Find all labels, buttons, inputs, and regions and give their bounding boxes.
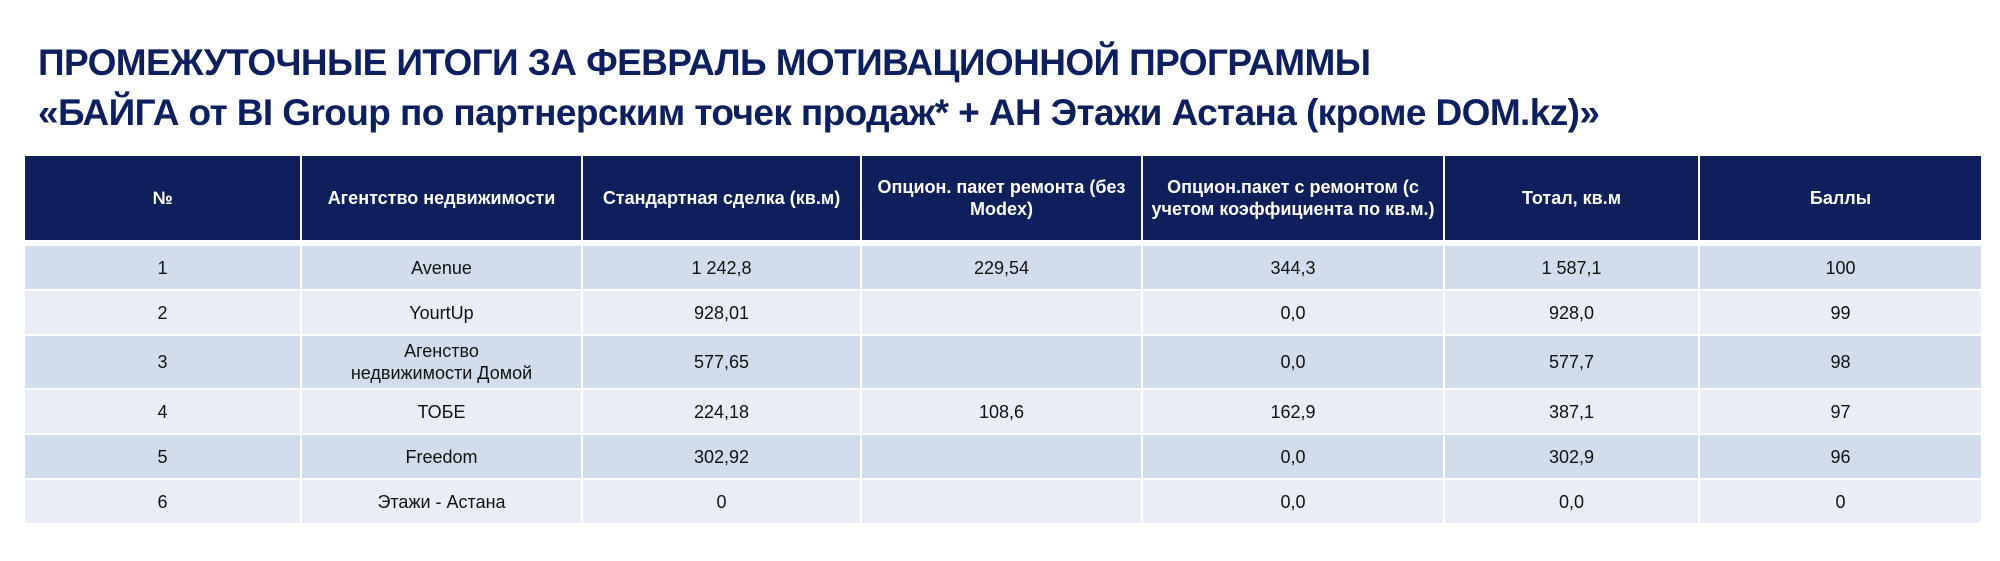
cell-option-no-repair	[862, 334, 1143, 388]
cell-agency: Avenue	[302, 240, 583, 289]
cell-points: 97	[1700, 388, 1981, 433]
cell-standard-deal: 302,92	[583, 433, 862, 478]
header-total: Тотал, кв.м	[1445, 156, 1700, 240]
cell-total: 577,7	[1445, 334, 1700, 388]
cell-agency: YourtUp	[302, 289, 583, 334]
cell-total: 928,0	[1445, 289, 1700, 334]
cell-points: 100	[1700, 240, 1981, 289]
cell-option-with-repair: 344,3	[1143, 240, 1445, 289]
cell-number: 2	[25, 289, 302, 334]
cell-standard-deal: 224,18	[583, 388, 862, 433]
cell-points: 99	[1700, 289, 1981, 334]
cell-number: 4	[25, 388, 302, 433]
table-row: 5 Freedom 302,92 0,0 302,9 96	[25, 433, 1981, 478]
cell-standard-deal: 1 242,8	[583, 240, 862, 289]
cell-agency: Этажи - Астана	[302, 478, 583, 523]
header-points: Баллы	[1700, 156, 1981, 240]
cell-points: 98	[1700, 334, 1981, 388]
cell-points: 96	[1700, 433, 1981, 478]
cell-agency: Freedom	[302, 433, 583, 478]
cell-points: 0	[1700, 478, 1981, 523]
cell-option-with-repair: 0,0	[1143, 334, 1445, 388]
table-row: 3 Агенство недвижимости Домой 577,65 0,0 577…	[25, 334, 1981, 388]
table-header-row: № Агентство недвижимости Стандартная сде…	[25, 156, 1981, 240]
cell-option-with-repair: 0,0	[1143, 289, 1445, 334]
cell-standard-deal: 928,01	[583, 289, 862, 334]
title-line-2: «БАЙГА от BI Group по партнерским точек …	[38, 92, 1600, 133]
results-table: № Агентство недвижимости Стандартная сде…	[25, 156, 1981, 523]
title-line-1: ПРОМЕЖУТОЧНЫЕ ИТОГИ ЗА ФЕВРАЛЬ МОТИВАЦИО…	[38, 42, 1371, 83]
cell-agency: Агенство недвижимости Домой	[302, 334, 583, 388]
table-row: 2 YourtUp 928,01 0,0 928,0 99	[25, 289, 1981, 334]
table-row: 4 ТОБЕ 224,18 108,6 162,9 387,1 97	[25, 388, 1981, 433]
header-standard-deal: Стандартная сделка (кв.м)	[583, 156, 862, 240]
header-agency: Агентство недвижимости	[302, 156, 583, 240]
page-title: ПРОМЕЖУТОЧНЫЕ ИТОГИ ЗА ФЕВРАЛЬ МОТИВАЦИО…	[38, 38, 1600, 138]
cell-option-with-repair: 162,9	[1143, 388, 1445, 433]
cell-standard-deal: 0	[583, 478, 862, 523]
header-option-no-repair: Опцион. пакет ремонта (без Modex)	[862, 156, 1143, 240]
cell-standard-deal: 577,65	[583, 334, 862, 388]
header-option-with-repair: Опцион.пакет с ремонтом (с учетом коэффи…	[1143, 156, 1445, 240]
cell-option-no-repair	[862, 289, 1143, 334]
cell-total: 0,0	[1445, 478, 1700, 523]
cell-total: 302,9	[1445, 433, 1700, 478]
cell-total: 387,1	[1445, 388, 1700, 433]
cell-number: 5	[25, 433, 302, 478]
cell-total: 1 587,1	[1445, 240, 1700, 289]
cell-option-no-repair	[862, 433, 1143, 478]
cell-option-no-repair	[862, 478, 1143, 523]
table-row: 1 Avenue 1 242,8 229,54 344,3 1 587,1 100	[25, 240, 1981, 289]
cell-agency: ТОБЕ	[302, 388, 583, 433]
cell-option-with-repair: 0,0	[1143, 433, 1445, 478]
cell-option-with-repair: 0,0	[1143, 478, 1445, 523]
cell-option-no-repair: 108,6	[862, 388, 1143, 433]
header-number: №	[25, 156, 302, 240]
cell-number: 3	[25, 334, 302, 388]
cell-option-no-repair: 229,54	[862, 240, 1143, 289]
cell-number: 1	[25, 240, 302, 289]
table-row: 6 Этажи - Астана 0 0,0 0,0 0	[25, 478, 1981, 523]
cell-number: 6	[25, 478, 302, 523]
